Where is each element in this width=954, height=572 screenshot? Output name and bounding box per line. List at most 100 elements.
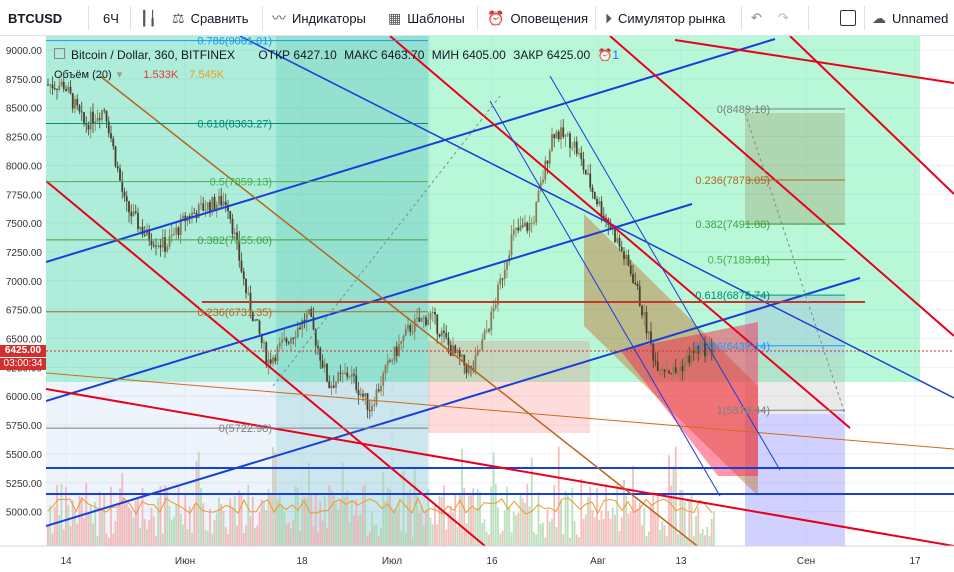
volume-bar [485, 532, 488, 546]
volume-bar [89, 505, 92, 546]
candle-body [364, 393, 367, 397]
indicators-button[interactable]: 〰 Индикаторы [272, 0, 366, 36]
trend-lines [46, 36, 954, 546]
fib-level-label: 1(5878.44) [717, 405, 770, 417]
toolbar-divider [477, 6, 478, 30]
candle-body [276, 346, 279, 362]
layout-name: Unnamed [892, 10, 949, 26]
candle-body [164, 237, 166, 252]
volume-bar [305, 498, 308, 546]
candle-body [231, 218, 234, 234]
candle-body [222, 201, 225, 206]
candle-body [566, 133, 569, 136]
volume-bar [494, 483, 497, 546]
volume-bar [521, 498, 524, 546]
candle-body [123, 191, 126, 197]
candle-body [697, 345, 700, 354]
layout-save-button[interactable]: ☁ Unnamed [872, 0, 948, 36]
volume-bar [98, 491, 101, 546]
volume-bar [382, 471, 385, 546]
candle-body [177, 227, 180, 236]
candle-body [71, 93, 74, 109]
volume-bar [659, 530, 661, 546]
fib-zone-purple [745, 414, 845, 546]
volume-bar [620, 517, 623, 546]
volume-bar [409, 489, 412, 546]
volume-bar [492, 452, 495, 546]
volume-bar [636, 508, 639, 546]
candles-icon: ┃╽ [140, 9, 157, 26]
candle-body [260, 333, 263, 343]
undo-button[interactable]: ↶ [751, 0, 762, 36]
pitchfork-line-1 [549, 75, 781, 471]
volume-bar [616, 484, 619, 546]
compare-button[interactable]: ⚖ Сравнить [172, 0, 249, 36]
time-axis[interactable]: 14 Июн 18 Июл 16 Авг 13 Сен 17 [0, 545, 954, 572]
symbol-search-button[interactable]: BTCUSD [8, 0, 62, 36]
volume-bar [440, 496, 443, 546]
volume-bar [506, 486, 508, 546]
volume-ma-line [47, 496, 713, 516]
volume-bar [179, 513, 182, 546]
volume-bar [330, 489, 333, 546]
candle-body [301, 320, 304, 330]
candle-body [499, 278, 502, 285]
templates-button[interactable]: ▦ Шаблоны [388, 0, 465, 36]
candle-body [463, 354, 466, 366]
volume-bar [346, 490, 349, 546]
candle-body [197, 204, 200, 219]
volume-bar [593, 517, 596, 546]
y-tick-label: 9000.00 [6, 46, 43, 57]
replay-button[interactable]: ⏵ Симулятор рынка [605, 0, 725, 36]
interval-button[interactable]: 6Ч [103, 0, 119, 36]
volume-bar [186, 529, 189, 546]
volume-label: Объём (20) [54, 69, 112, 81]
brown-trend-1 [99, 75, 699, 546]
toolbar-divider [808, 6, 809, 30]
collapse-legend-icon[interactable] [54, 48, 65, 59]
volume-bar [614, 514, 616, 546]
candle-body [328, 381, 331, 389]
volume-bar [233, 495, 236, 546]
red-triangle-zone [620, 322, 758, 476]
volume-bar [74, 510, 76, 546]
volume-bar [67, 504, 70, 546]
alerts-button[interactable]: ⏰ Оповещения [487, 0, 588, 36]
volume-bar [524, 502, 526, 546]
redo-button[interactable]: ↷ [778, 0, 789, 36]
alert-clock-icon[interactable]: ⏰ [597, 48, 613, 62]
candle-body [366, 393, 369, 411]
candle-body [503, 269, 506, 279]
volume-bar [503, 510, 506, 546]
candle-body [326, 363, 328, 382]
candle-body [382, 373, 385, 386]
volume-bar [490, 486, 493, 546]
chart-canvas[interactable]: 0.786(9081.01) 0.618(8363.27) 0.5(7859.13)… [0, 36, 954, 572]
candle-body [344, 372, 346, 374]
candle-body [452, 345, 454, 356]
candle-body [60, 81, 63, 86]
candle-body [159, 245, 162, 248]
volume-bar [168, 505, 171, 546]
volume-bar [256, 525, 259, 546]
fullscreen-button[interactable] [840, 0, 856, 36]
fib-level-label: 0.786(9081.01) [197, 36, 272, 48]
volume-bar [533, 531, 535, 546]
chart-style-button[interactable]: ┃╽ [140, 0, 163, 36]
volume-bar [209, 508, 211, 546]
volume-bar [645, 536, 648, 546]
price-axis[interactable]: 9000.00 8750.00 8500.00 8250.00 8000.00 7750.… [0, 36, 46, 546]
candle-body [688, 355, 691, 363]
volume-bar [411, 536, 414, 546]
candle-body [521, 225, 524, 227]
candle-body [107, 121, 110, 134]
volume-settings-icon[interactable]: ▾ [116, 69, 123, 81]
candle-body [175, 227, 178, 234]
candle-body [87, 125, 90, 130]
candle-body [431, 312, 434, 314]
candle-body [411, 331, 414, 333]
volume-bar [404, 532, 407, 546]
volume-bar [670, 485, 673, 546]
candle-body [404, 328, 407, 336]
descending-blue-line [239, 36, 954, 399]
